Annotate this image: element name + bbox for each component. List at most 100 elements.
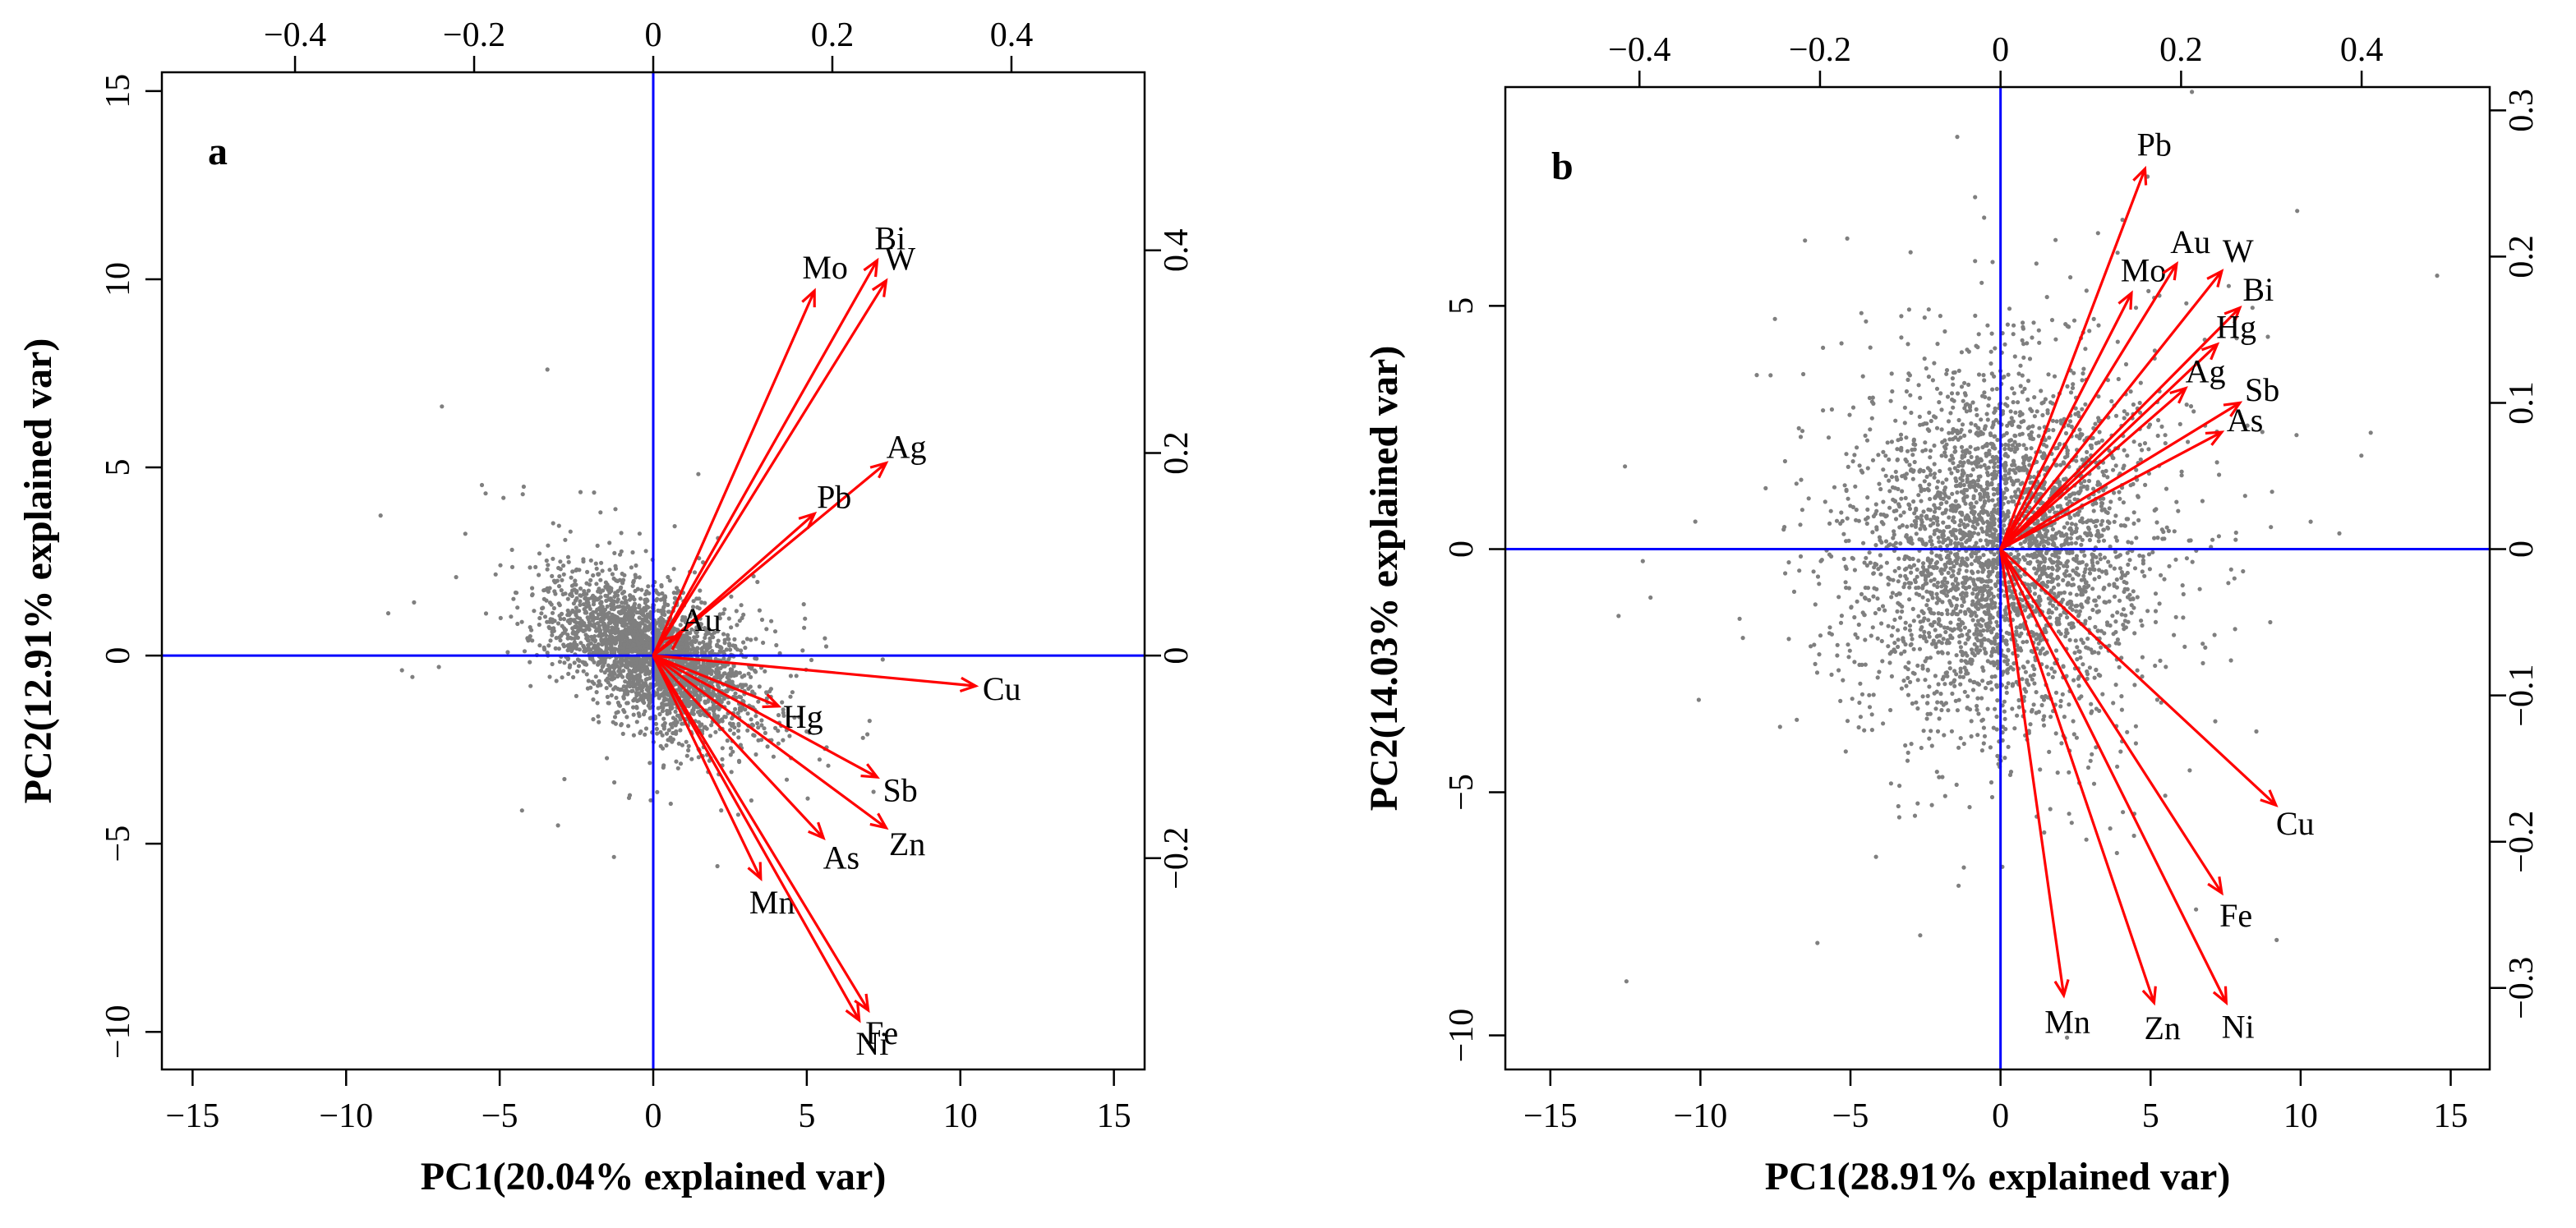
- score-point: [509, 614, 514, 619]
- score-point: [1846, 655, 1851, 660]
- score-point: [620, 674, 625, 679]
- loading-label: Mo: [802, 249, 848, 286]
- score-point: [2115, 610, 2120, 615]
- score-point: [483, 491, 488, 496]
- score-point: [689, 660, 694, 665]
- score-point: [556, 646, 562, 651]
- score-point: [2000, 409, 2006, 414]
- score-point: [699, 600, 704, 605]
- score-point: [605, 694, 611, 700]
- score-point: [622, 710, 627, 715]
- score-point: [634, 720, 639, 724]
- score-point: [699, 651, 704, 655]
- score-point: [573, 578, 578, 583]
- score-point: [2061, 577, 2066, 583]
- score-point: [597, 586, 601, 591]
- score-point: [1988, 597, 1993, 602]
- score-point: [641, 699, 646, 704]
- score-point: [607, 540, 612, 545]
- score-point: [1953, 578, 1958, 583]
- score-point: [1978, 515, 1983, 520]
- score-point: [745, 711, 750, 716]
- score-point: [1991, 725, 1996, 730]
- score-point: [2126, 540, 2131, 545]
- score-point: [1925, 668, 1930, 673]
- score-point: [2154, 520, 2159, 525]
- score-point: [2090, 607, 2095, 613]
- score-point: [1869, 712, 1874, 717]
- score-point: [595, 607, 600, 612]
- score-point: [2014, 625, 2019, 630]
- score-point: [2001, 531, 2006, 536]
- score-point: [1985, 628, 1990, 633]
- score-point: [2070, 385, 2076, 390]
- score-point: [2359, 453, 2364, 458]
- score-point: [1930, 642, 1935, 646]
- score-point: [597, 660, 602, 665]
- score-point: [632, 631, 637, 636]
- score-point: [1899, 651, 1904, 656]
- score-point: [764, 627, 769, 632]
- score-point: [1803, 238, 1808, 243]
- score-point: [2162, 577, 2167, 582]
- score-point: [638, 678, 644, 683]
- score-point: [692, 570, 698, 575]
- score-point: [2016, 613, 2021, 618]
- score-point: [2117, 598, 2122, 603]
- score-point: [1979, 280, 1984, 285]
- score-point: [2080, 537, 2085, 542]
- score-point: [2164, 525, 2169, 530]
- score-point: [600, 650, 605, 655]
- score-point: [634, 706, 639, 711]
- score-point: [619, 722, 624, 727]
- score-point: [680, 721, 684, 726]
- score-point: [632, 674, 637, 679]
- score-point: [1971, 494, 1976, 499]
- x-tick-label-bottom: −10: [319, 1097, 373, 1135]
- score-point: [1979, 718, 1984, 723]
- score-point: [1912, 671, 1917, 676]
- score-point: [586, 588, 592, 593]
- score-point: [1929, 542, 1934, 547]
- score-point: [2132, 631, 2137, 636]
- loading-label: Bi: [874, 219, 906, 256]
- score-point: [1962, 433, 1967, 439]
- score-point: [588, 577, 593, 583]
- score-point: [610, 677, 615, 682]
- score-point: [1992, 465, 1997, 470]
- score-point: [1969, 554, 1975, 559]
- loading-arrow-shaft: [652, 655, 861, 1021]
- score-point: [2003, 495, 2008, 500]
- score-point: [436, 665, 441, 669]
- score-point: [2087, 615, 2092, 621]
- score-point: [1964, 568, 1969, 573]
- score-point: [809, 657, 814, 663]
- score-point: [2097, 574, 2102, 580]
- score-point: [2037, 576, 2043, 581]
- score-point: [1886, 582, 1891, 587]
- score-point: [1929, 578, 1933, 583]
- score-point: [2009, 416, 2014, 421]
- loading-arrow-mo: Mo: [652, 249, 848, 656]
- score-point: [1932, 443, 1937, 448]
- score-point: [2197, 586, 2202, 591]
- score-point: [1921, 509, 1926, 514]
- score-point: [2039, 560, 2044, 565]
- score-point: [880, 657, 885, 662]
- score-point: [1786, 637, 1791, 642]
- x-tick-label-bottom: 15: [1097, 1097, 1131, 1135]
- score-point: [2065, 384, 2070, 389]
- score-point: [565, 554, 571, 559]
- score-point: [2212, 632, 2217, 637]
- score-point: [597, 720, 601, 724]
- score-point: [2022, 464, 2027, 469]
- score-point: [609, 606, 614, 611]
- score-point: [612, 646, 617, 651]
- score-point: [2013, 410, 2018, 415]
- score-point: [591, 573, 596, 578]
- score-point: [1957, 640, 1962, 645]
- score-point: [757, 608, 763, 613]
- score-point: [2133, 306, 2139, 310]
- score-point: [615, 589, 620, 594]
- loading-arrow-ag: Ag: [652, 428, 926, 657]
